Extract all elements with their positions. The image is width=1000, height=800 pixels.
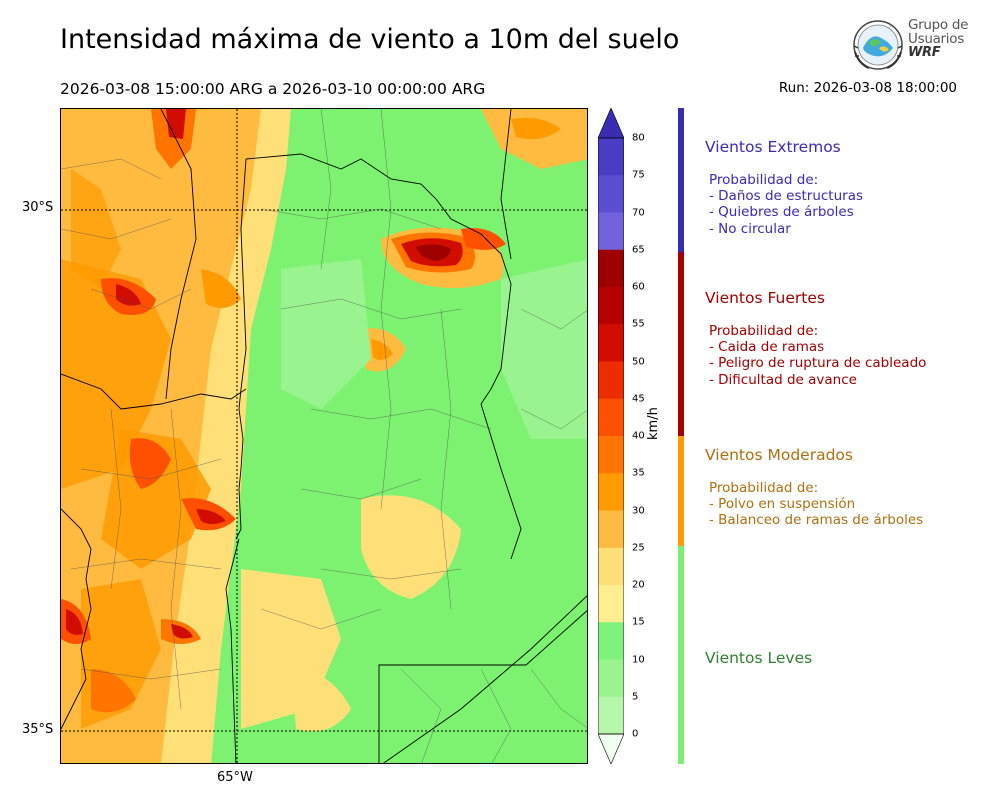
legend-line: - Quiebres de árboles xyxy=(709,204,854,221)
wrf-logo-emblem xyxy=(853,20,903,70)
chart-title: Intensidad máxima de viento a 10m del su… xyxy=(60,24,680,55)
colorbar-tick-label: 25 xyxy=(632,542,645,554)
colorbar-tick-label: 65 xyxy=(632,244,645,256)
legend-line: - Caida de ramas xyxy=(709,339,825,356)
logo-line-1: Grupo de xyxy=(908,17,969,33)
legend-bar-leves xyxy=(678,546,684,764)
colorbar-tick-label: 50 xyxy=(632,356,645,367)
legend-line: Probabilidad de: xyxy=(709,323,819,339)
colorbar-extend-bottom xyxy=(598,733,624,764)
colorbar-tick-label: 60 xyxy=(632,281,645,293)
lat-label-35s: 35°S xyxy=(22,722,54,737)
lon-label-65w: 65°W xyxy=(217,770,253,785)
colorbar-tick-label: 10 xyxy=(632,654,645,665)
wind-field xyxy=(61,109,587,763)
colorbar-segment xyxy=(598,212,624,251)
colorbar-tick-label: 80 xyxy=(632,132,645,144)
forecast-period: 2026-03-08 15:00:00 ARG a 2026-03-10 00:… xyxy=(60,80,486,98)
colorbar-tick-label: 40 xyxy=(632,430,645,442)
colorbar-segment xyxy=(598,622,624,660)
colorbar-tick-label: 70 xyxy=(632,207,645,218)
colorbar-tick-label: 5 xyxy=(632,691,639,703)
legend-line: - Daños de estructuras xyxy=(709,188,864,205)
legend-title-extremos: Vientos Extremos xyxy=(705,138,841,156)
logo-line-3: WRF xyxy=(908,45,941,60)
legend-line: Probabilidad de: xyxy=(709,480,819,496)
colorbar-tick-label: 0 xyxy=(632,728,639,740)
legend-line: - Polvo en suspensión xyxy=(709,496,856,513)
colorbar-border xyxy=(598,137,624,735)
legend-title-moderados: Vientos Moderados xyxy=(705,446,853,464)
colorbar-segment xyxy=(598,249,624,288)
colorbar-tick-label: 35 xyxy=(632,467,645,479)
colorbar-tick-label: 20 xyxy=(632,579,645,591)
colorbar-tick-label: 75 xyxy=(632,169,645,181)
wrf-logo: Grupo de Usuarios WRF xyxy=(849,18,969,74)
legend-body-moderados: Probabilidad de: - Polvo en suspensión -… xyxy=(709,480,923,529)
legend-line: - No circular xyxy=(709,220,791,237)
colorbar-segment xyxy=(598,287,624,325)
colorbar-segment xyxy=(598,398,624,437)
colorbar-segment xyxy=(598,138,624,176)
logo-line-2: Usuarios xyxy=(908,31,964,47)
legend-body-fuertes: Probabilidad de: - Caida de ramas - Peli… xyxy=(709,323,926,388)
legend-title-fuertes: Vientos Fuertes xyxy=(705,289,825,307)
legend-line: - Balanceo de ramas de árboles xyxy=(709,512,924,529)
colorbar-segment xyxy=(598,436,624,474)
wind-map xyxy=(60,108,588,764)
colorbar-segment xyxy=(598,473,624,511)
legend-bar-fuertes xyxy=(678,252,684,436)
colorbar-tick-label: 45 xyxy=(632,393,645,405)
colorbar-segment xyxy=(598,585,624,623)
legend-line: - Dificultad de avance xyxy=(709,371,857,388)
legend-line: Probabilidad de: xyxy=(709,172,819,188)
run-time: Run: 2026-03-08 18:00:00 xyxy=(778,80,957,96)
legend-bar-extremos xyxy=(678,108,684,252)
colorbar-unit: km/h xyxy=(646,407,661,440)
legend-bar-moderados xyxy=(678,436,684,546)
legend-line: - Peligro de ruptura de cableado xyxy=(709,355,927,372)
colorbar-segment xyxy=(598,324,624,362)
colorbar xyxy=(598,108,624,764)
colorbar-tick-label: 15 xyxy=(632,616,645,628)
colorbar-segment xyxy=(598,510,624,549)
colorbar-tick-label: 30 xyxy=(632,505,645,516)
colorbar-tick-label: 55 xyxy=(632,318,645,330)
colorbar-segment xyxy=(598,547,624,586)
colorbar-segment xyxy=(598,696,624,735)
colorbar-segment xyxy=(598,175,624,213)
colorbar-extend-top xyxy=(598,108,624,139)
lat-label-30s: 30°S xyxy=(22,200,54,215)
colorbar-segment xyxy=(598,659,624,698)
legend-body-extremos: Probabilidad de: - Daños de estructuras … xyxy=(709,172,863,237)
colorbar-segment xyxy=(598,361,624,400)
legend-title-leves: Vientos Leves xyxy=(705,649,813,667)
